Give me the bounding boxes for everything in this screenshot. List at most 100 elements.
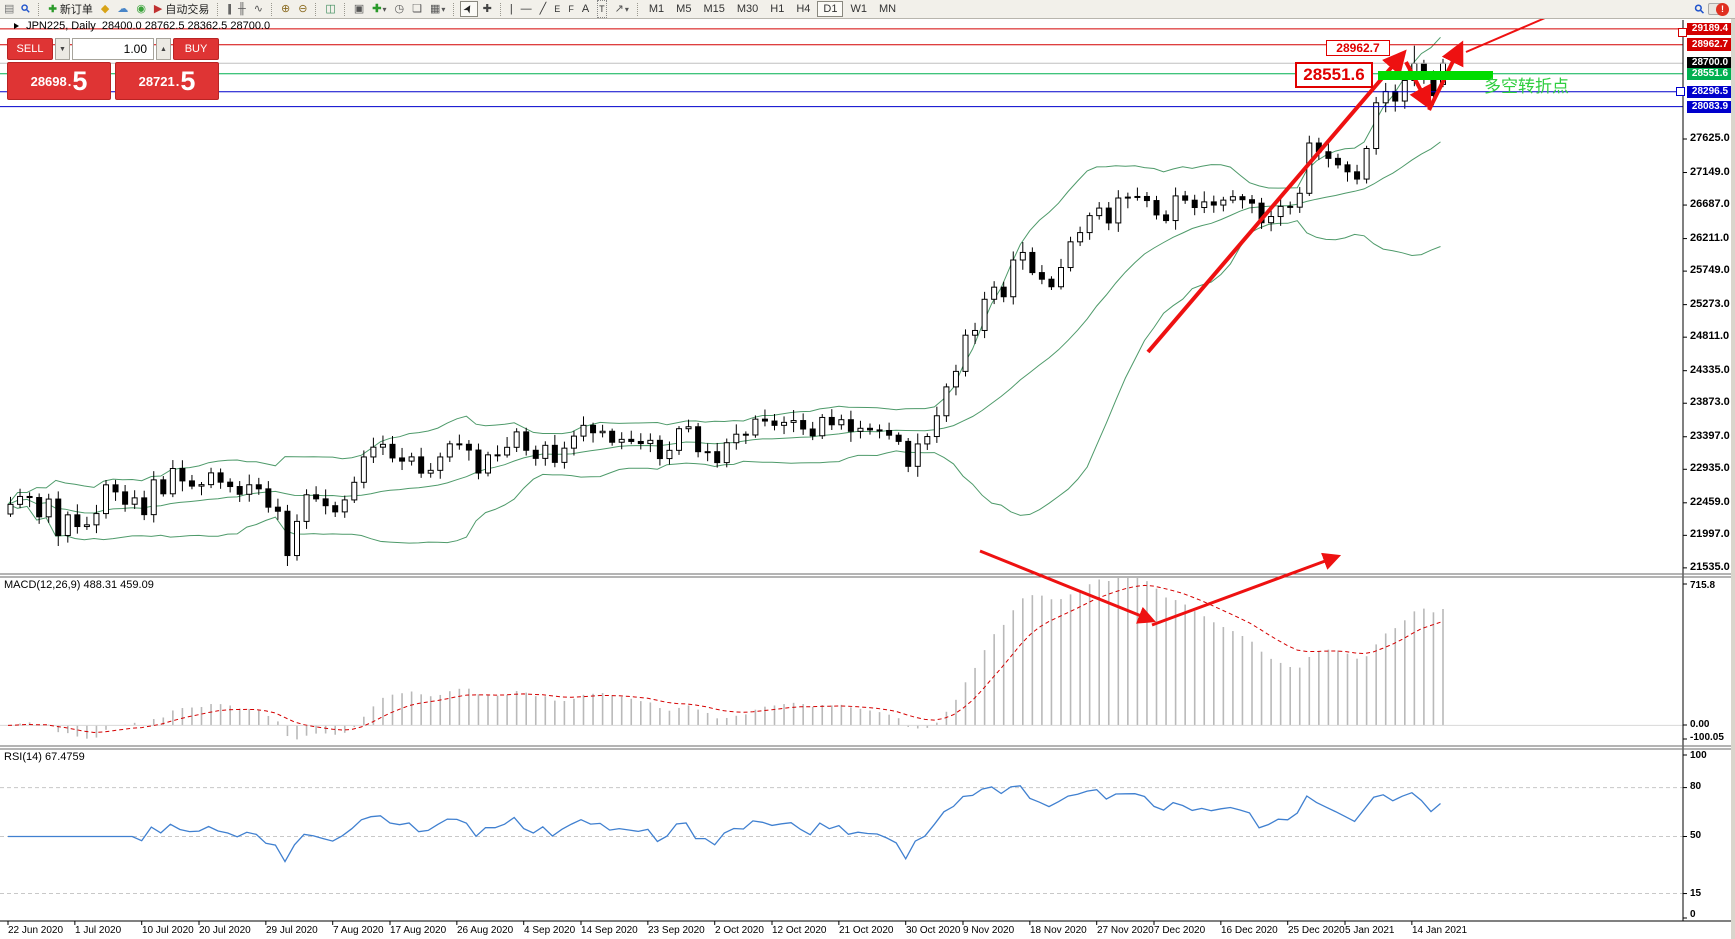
signal-icon[interactable]: ◉ (136, 3, 146, 15)
chevron-down-icon: ▾ (624, 4, 629, 14)
arrows-tool[interactable]: ↗ ▾ (614, 3, 629, 15)
time-axis-label: 7 Aug 2020 (333, 925, 384, 936)
line-chart-icon[interactable]: ∿ (253, 3, 263, 15)
time-axis-label: 14 Jan 2021 (1412, 925, 1468, 936)
tab-timeframe-m30[interactable]: M30 (736, 3, 759, 15)
package-icon[interactable]: ◆ (100, 3, 110, 15)
price-axis-tick: 27149.0 (1690, 166, 1730, 178)
time-axis-label: 16 Dec 2020 (1221, 925, 1278, 936)
macd-label: MACD(12,26,9) 488.31 459.09 (4, 579, 154, 591)
toolbar-separator (270, 2, 273, 16)
text-tool[interactable]: A (581, 3, 590, 15)
auto-trading-icon: ▶ (153, 3, 163, 15)
time-axis-label: 23 Sep 2020 (648, 925, 705, 936)
macd-series (0, 578, 1683, 740)
price-axis-tick: 21997.0 (1690, 528, 1730, 540)
zoom-in-icon[interactable]: ⊕ (280, 3, 291, 15)
toolbar-separator (315, 2, 317, 16)
toolbar-separator (343, 2, 346, 16)
time-axis-label: 5 Jan 2021 (1345, 925, 1395, 936)
time-axis-label: 17 Aug 2020 (390, 925, 447, 936)
label-tool[interactable]: T (594, 0, 610, 18)
tab-timeframe-mn[interactable]: MN (878, 3, 897, 15)
tab-timeframe-m5[interactable]: M5 (676, 3, 692, 15)
line-handle[interactable] (1678, 28, 1687, 37)
candle-chart-icon[interactable]: ╫ (237, 3, 246, 15)
cloud-icon[interactable]: ☁ (117, 3, 129, 15)
tab-timeframe-m1[interactable]: M1 (648, 3, 665, 15)
annotation-green-bar[interactable] (1378, 71, 1493, 80)
horizontal-line-tool[interactable]: — (520, 3, 532, 15)
cursor-tool[interactable]: ➤ (460, 1, 478, 17)
price-axis-tick: 25273.0 (1690, 298, 1730, 310)
find-symbol-icon[interactable]: ⚲ (19, 1, 34, 17)
main-toolbar: ▤ ⚲ 🞦 新订单 ◆ ☁ ◉ ▶ 自动交易 ||| ╫ ∿ ⊕ ⊖ ◫ ▣ ✚… (0, 0, 1735, 19)
zoom-out-icon[interactable]: ⊖ (298, 3, 308, 15)
sell-button[interactable]: SELL (7, 38, 53, 60)
crosshair-tool[interactable]: ✚ (482, 3, 492, 15)
indicators-icon[interactable]: ▣ (353, 3, 365, 15)
price-axis-tick: 25749.0 (1690, 264, 1730, 276)
volume-down-stepper[interactable]: ▼ (55, 38, 70, 60)
rsi-scale-80: 80 (1690, 781, 1702, 792)
auto-trading-button[interactable]: ▶ 自动交易 (153, 3, 210, 16)
time-axis-label: 25 Dec 2020 (1288, 925, 1345, 936)
notification-icon[interactable]: ! (1716, 2, 1729, 16)
chart-ohlc: 28400.0 28762.5 28362.5 28700.0 (101, 20, 271, 32)
chevron-down-icon: ▾ (382, 4, 387, 14)
time-axis-label: 7 Dec 2020 (1154, 925, 1206, 936)
bar-chart-icon[interactable]: ||| (227, 3, 231, 15)
tab-timeframe-w1[interactable]: W1 (850, 3, 867, 15)
toolbar-separator (453, 2, 455, 16)
new-order-icon: 🞦 (48, 3, 57, 15)
line-handle[interactable] (1676, 87, 1685, 96)
tab-timeframe-d1[interactable]: D1 (817, 1, 844, 17)
price-level-label: 28700.0 (1687, 57, 1733, 69)
one-click-trading-panel: SELL ▼ 1.00 ▲ BUY 28698. 5 28721. 5 (7, 38, 219, 102)
macd-scale-zero: 0.00 (1690, 719, 1710, 730)
annotation-price-high[interactable]: 28962.7 (1326, 40, 1390, 56)
toolbar-separator (636, 2, 639, 16)
annotation-price-support[interactable]: 28551.6 (1295, 62, 1373, 88)
objects-list-icon[interactable]: ❏ (412, 3, 422, 15)
volume-input[interactable]: 1.00 (72, 38, 154, 60)
buy-button[interactable]: BUY (173, 38, 219, 60)
buy-price-button[interactable]: 28721. 5 (115, 62, 219, 100)
rsi-scale-15: 15 (1690, 888, 1702, 899)
axes-frame (0, 20, 1735, 925)
price-level-label: 28083.9 (1687, 101, 1733, 113)
price-axis-tick: 26687.0 (1690, 198, 1730, 210)
time-axis-label: 14 Sep 2020 (581, 925, 638, 936)
chart-window-icon[interactable]: ▤ (4, 3, 15, 15)
price-axis-tick: 23873.0 (1690, 396, 1730, 408)
price-axis-tick: 24335.0 (1690, 364, 1730, 376)
volume-up-stepper[interactable]: ▲ (156, 38, 171, 60)
rsi-series (0, 785, 1683, 895)
time-axis-label: 29 Jul 2020 (266, 925, 318, 936)
vertical-line-tool[interactable]: | (509, 3, 513, 15)
tab-timeframe-h4[interactable]: H4 (796, 3, 811, 15)
trendline-tool[interactable]: ╱ (539, 3, 547, 15)
time-axis-label: 21 Oct 2020 (839, 925, 894, 936)
new-order-button[interactable]: 🞦 新订单 (48, 3, 93, 16)
price-level-label: 29189.4 (1687, 23, 1733, 35)
tab-timeframe-m15[interactable]: M15 (703, 3, 725, 15)
price-level-label: 28962.7 (1687, 39, 1733, 51)
time-axis-label: 30 Oct 2020 (906, 925, 961, 936)
template-button[interactable]: ▦ ▾ (429, 3, 446, 15)
price-level-label: 28296.5 (1687, 86, 1733, 98)
toolbar-separator (499, 2, 502, 16)
search-icon[interactable]: ⚲ (1691, 0, 1708, 18)
channel-tool[interactable]: E (554, 4, 561, 14)
annotation-note-text[interactable]: 多空转折点 (1484, 77, 1569, 96)
tile-windows-icon[interactable]: ◫ (325, 3, 336, 15)
time-axis-label: 9 Nov 2020 (963, 925, 1015, 936)
fibonacci-tool[interactable]: F (568, 4, 574, 14)
add-indicator-button[interactable]: ✚ ▾ (372, 3, 387, 15)
clock-icon[interactable]: ◷ (394, 3, 405, 15)
tab-timeframe-h1[interactable]: H1 (770, 3, 785, 15)
sell-price-button[interactable]: 28698. 5 (7, 62, 111, 100)
chevron-down-icon: ▾ (441, 4, 446, 14)
time-axis-label: 2 Oct 2020 (715, 925, 764, 936)
